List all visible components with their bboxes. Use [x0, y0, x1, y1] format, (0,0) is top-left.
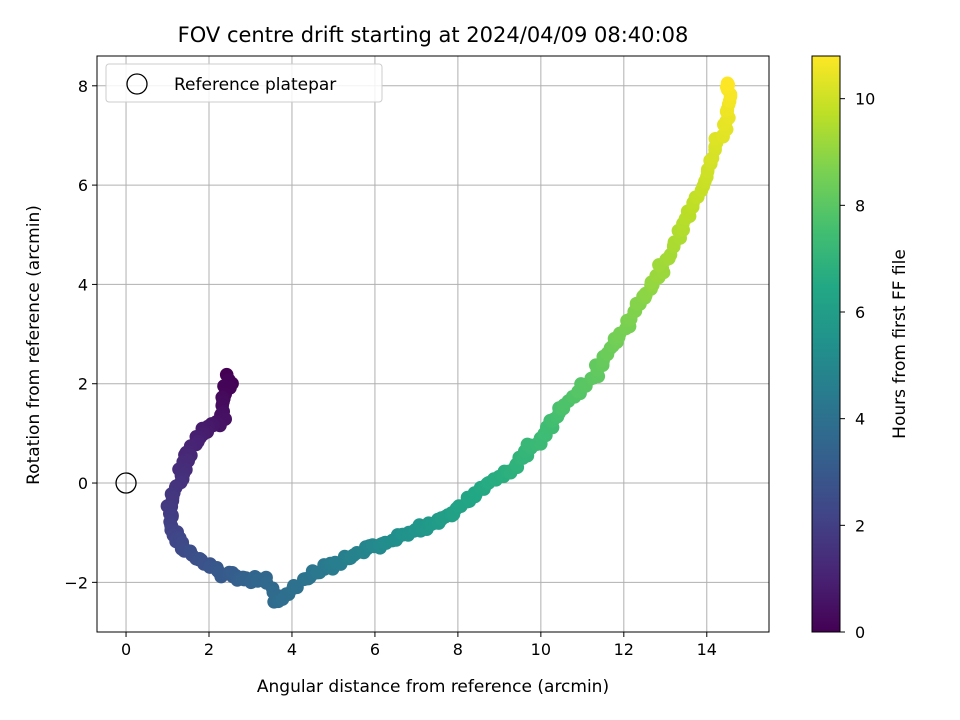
colorbar-tick-label: 4: [855, 410, 865, 429]
x-tick-label: 6: [370, 640, 380, 659]
colorbar-gradient: [811, 55, 841, 633]
colorbar-tick-label: 10: [855, 90, 875, 109]
x-tick-label: 10: [531, 640, 551, 659]
colorbar-tick-label: 0: [855, 623, 865, 642]
colorbar-tick-label: 8: [855, 196, 865, 215]
colorbar-tick-label: 2: [855, 516, 865, 535]
y-tick-label: 0: [78, 474, 88, 493]
x-ticks: 0 2 4 6 8 10 12 14: [121, 632, 717, 659]
legend-box: [105, 63, 383, 103]
y-tick-label: 8: [78, 77, 88, 96]
y-ticks: −2 0 2 4 6 8: [64, 77, 97, 592]
x-tick-label: 2: [204, 640, 214, 659]
y-tick-label: 4: [78, 275, 88, 294]
x-tick-label: 0: [121, 640, 131, 659]
y-axis-label: Rotation from reference (arcmin): [24, 205, 44, 485]
y-tick-label: 2: [78, 375, 88, 394]
legend-entry-reference: Reference platepar: [174, 75, 336, 95]
y-tick-label: 6: [78, 176, 88, 195]
colorbar: 0 2 4 6 8 10 Hours from first FF file: [811, 55, 910, 642]
reference-platepar-marker: [115, 472, 137, 494]
colorbar-tick-label: 6: [855, 303, 865, 322]
colorbar-ticks: 0 2 4 6 8 10: [840, 90, 875, 642]
x-tick-label: 8: [453, 640, 463, 659]
chart-title: FOV centre drift starting at 2024/04/09 …: [178, 23, 689, 47]
axes-frame: [96, 55, 770, 633]
x-tick-label: 14: [697, 640, 717, 659]
scatter-points: [115, 76, 738, 609]
x-tick-label: 12: [614, 640, 634, 659]
x-axis-label: Angular distance from reference (arcmin): [257, 677, 609, 697]
colorbar-label: Hours from first FF file: [890, 249, 910, 439]
grid: [97, 56, 769, 632]
legend-marker: [126, 73, 148, 95]
scatter-point: [720, 76, 735, 91]
x-tick-label: 4: [287, 640, 297, 659]
legend: Reference platepar: [105, 63, 383, 103]
y-tick-label: −2: [64, 573, 88, 592]
